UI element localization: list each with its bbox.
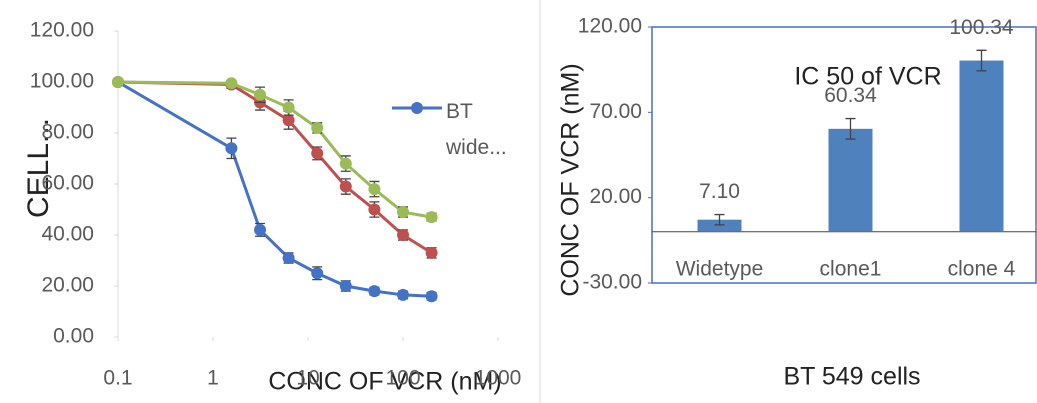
point	[397, 206, 409, 219]
point	[397, 229, 409, 241]
x-tick-label: 10	[296, 367, 319, 390]
point	[311, 147, 324, 160]
point	[225, 77, 238, 90]
point	[254, 223, 267, 236]
point	[397, 288, 409, 301]
x-axis-label: CONC OF VCR (nM)	[268, 368, 501, 396]
bar	[959, 60, 1004, 232]
bar	[697, 219, 742, 232]
y-tick-label: 0.00	[53, 325, 94, 348]
bar	[828, 128, 873, 232]
series-line	[117, 80, 432, 298]
y-tick-label: 120.00	[578, 15, 642, 38]
y-axis-label: CONC OF VCR (nM)	[557, 63, 585, 296]
x-tick-label: clone 4	[948, 258, 1016, 281]
point	[282, 114, 295, 127]
point	[282, 101, 295, 114]
point	[425, 246, 438, 259]
y-tick-label: 60.00	[41, 172, 94, 195]
point	[425, 211, 438, 224]
point	[311, 267, 324, 280]
point	[368, 183, 381, 196]
y-axis-label: CELL...	[22, 118, 55, 218]
y-tick-label: 20.00	[41, 274, 94, 297]
point	[311, 121, 324, 134]
series-line	[117, 80, 433, 255]
error-bar	[714, 213, 725, 226]
value-label: 60.34	[824, 84, 877, 107]
x-tick-label: clone1	[820, 258, 882, 281]
point	[254, 88, 267, 101]
y-tick-label: 80.00	[41, 121, 94, 144]
point	[339, 157, 352, 170]
x-tick-label: 0.1	[103, 367, 132, 390]
y-tick-label: -30.00	[582, 271, 642, 294]
value-label: 100.34	[949, 16, 1014, 39]
point	[368, 285, 381, 298]
series-line	[117, 80, 432, 219]
x-axis-label: BT 549 cells	[783, 363, 920, 391]
y-tick-label: 70.00	[589, 100, 642, 123]
error-bar	[976, 49, 987, 72]
y-tick-label: 40.00	[41, 223, 94, 246]
x-tick-label: 100	[385, 367, 420, 390]
point	[368, 203, 381, 216]
x-tick-label: Widetype	[676, 258, 764, 281]
point	[282, 251, 295, 264]
point	[225, 142, 238, 155]
point	[425, 290, 438, 303]
chart-title: IC 50 of VCR	[794, 63, 941, 91]
error-bar	[845, 117, 856, 140]
x-tick-label: 1	[207, 367, 219, 390]
point	[112, 76, 124, 88]
legend-label: BT wide...	[446, 100, 507, 159]
point	[339, 280, 352, 292]
y-tick-label: 100.00	[30, 70, 94, 93]
value-label: 7.10	[699, 180, 740, 203]
legend-marker	[411, 102, 423, 114]
y-tick-label: 20.00	[589, 185, 642, 208]
y-tick-label: 120.00	[30, 19, 94, 42]
plot-frame	[651, 26, 1037, 284]
point	[339, 180, 352, 193]
x-tick-label: 1000	[475, 367, 522, 390]
